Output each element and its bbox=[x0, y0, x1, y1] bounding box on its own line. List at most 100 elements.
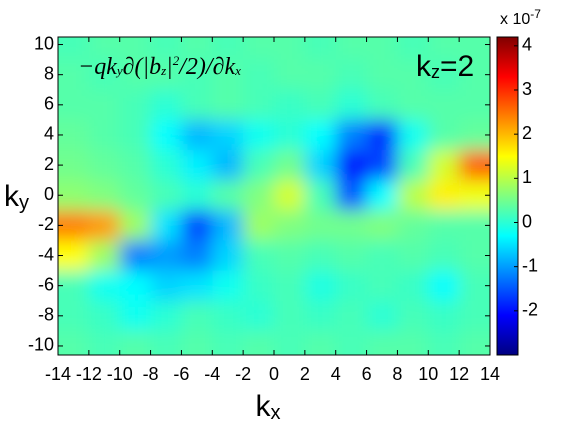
heatmap-cell bbox=[304, 89, 337, 121]
heatmap-cell bbox=[397, 330, 429, 355]
y-tick-label: 0 bbox=[44, 184, 54, 204]
heatmap-cell bbox=[212, 300, 244, 332]
heatmap-cell bbox=[428, 270, 460, 302]
text-part: ∂(|b bbox=[123, 54, 161, 80]
heatmap-cell bbox=[243, 330, 275, 355]
colorbar-tick-label: -2 bbox=[522, 300, 538, 320]
heatmap-cell bbox=[212, 330, 244, 355]
heatmap-cell bbox=[243, 119, 275, 151]
y-tick-label: 2 bbox=[44, 154, 54, 174]
heatmap-cell bbox=[459, 119, 490, 151]
heatmap-cell bbox=[58, 37, 90, 61]
heatmap-cell bbox=[366, 240, 398, 272]
heatmap-cell bbox=[304, 180, 337, 211]
heatmap-cell bbox=[119, 300, 152, 332]
heatmap-cell bbox=[366, 330, 398, 355]
heatmap-cell bbox=[428, 119, 460, 151]
heatmap-cell bbox=[274, 37, 306, 61]
heatmap-cell bbox=[366, 37, 398, 61]
y-tick-label: 6 bbox=[44, 94, 54, 114]
colorbar-tick-label: 4 bbox=[522, 35, 532, 55]
y-tick-label: -10 bbox=[28, 335, 54, 355]
heatmap-cell bbox=[119, 210, 152, 241]
text-part: z bbox=[160, 63, 166, 78]
heatmap-cell bbox=[428, 89, 460, 121]
heatmap-cell bbox=[304, 270, 337, 302]
heatmap-cell bbox=[366, 300, 398, 332]
heatmap-cell bbox=[397, 59, 429, 91]
heatmap-cell bbox=[58, 300, 90, 332]
y-tick-label: 10 bbox=[34, 33, 54, 53]
heatmap-cell bbox=[58, 150, 90, 181]
colorbar-tick-label: 3 bbox=[522, 79, 532, 99]
y-tick-label: 8 bbox=[44, 63, 54, 83]
heatmap-cell bbox=[366, 119, 398, 151]
heatmap-cell bbox=[335, 210, 368, 241]
heatmap-cell bbox=[428, 37, 460, 61]
heatmap-cell bbox=[119, 37, 152, 61]
heatmap-cell bbox=[397, 180, 429, 211]
x-tick-label: 10 bbox=[418, 364, 438, 384]
heatmap-cell bbox=[150, 330, 182, 355]
heatmap-cell bbox=[428, 150, 460, 181]
heatmap-cell bbox=[274, 270, 306, 302]
heatmap-cell bbox=[459, 330, 490, 355]
text-part: k bbox=[256, 390, 272, 423]
heatmap bbox=[58, 37, 490, 355]
heatmap-cell bbox=[181, 270, 213, 302]
y-tick-label: 4 bbox=[44, 124, 54, 144]
heatmap-cell bbox=[212, 150, 244, 181]
heatmap-cell bbox=[181, 89, 213, 121]
heatmap-cell bbox=[397, 150, 429, 181]
heatmap-cell bbox=[335, 300, 368, 332]
heatmap-cell bbox=[243, 150, 275, 181]
text-part: k bbox=[4, 180, 20, 213]
heatmap-cell bbox=[243, 37, 275, 61]
heatmap-cell bbox=[119, 89, 152, 121]
x-tick-label: -2 bbox=[235, 364, 251, 384]
colorbar-label: x 10-7 bbox=[500, 7, 541, 28]
heatmap-cell bbox=[150, 270, 182, 302]
colorbar-tick-label: 1 bbox=[522, 167, 532, 187]
heatmap-cell bbox=[397, 300, 429, 332]
heatmap-cell bbox=[181, 240, 213, 272]
heatmap-cell bbox=[366, 89, 398, 121]
heatmap-cell bbox=[181, 300, 213, 332]
heatmap-cell bbox=[304, 210, 337, 241]
x-tick-label: -12 bbox=[76, 364, 102, 384]
y-tick-label: -2 bbox=[38, 214, 54, 234]
heatmap-cell bbox=[212, 270, 244, 302]
heatmap-cell bbox=[428, 330, 460, 355]
text-part: | bbox=[166, 54, 173, 80]
heatmap-cell bbox=[459, 89, 490, 121]
heatmap-cell bbox=[58, 270, 90, 302]
heatmap-cell bbox=[274, 119, 306, 151]
heatmap-cell bbox=[88, 210, 121, 241]
heatmap-cell bbox=[335, 119, 368, 151]
heatmap-cell bbox=[150, 119, 182, 151]
heatmap-cell bbox=[58, 89, 90, 121]
heatmap-cell bbox=[459, 37, 490, 61]
heatmap-cell bbox=[304, 37, 337, 61]
heatmap-cell bbox=[212, 240, 244, 272]
heatmap-cell bbox=[212, 119, 244, 151]
heatmap-cell bbox=[366, 270, 398, 302]
heatmap-cell bbox=[397, 89, 429, 121]
heatmap-cell bbox=[459, 150, 490, 181]
colorbar-tick-label: -1 bbox=[522, 255, 538, 275]
heatmap-cell bbox=[304, 59, 337, 91]
x-tick-label: 12 bbox=[449, 364, 469, 384]
text-part: z bbox=[431, 62, 440, 82]
heatmap-cell bbox=[274, 59, 306, 91]
heatmap-cell bbox=[88, 180, 121, 211]
heatmap-cell bbox=[274, 150, 306, 181]
heatmap-cell bbox=[366, 180, 398, 211]
heatmap-cell bbox=[397, 210, 429, 241]
x-tick-label: 6 bbox=[362, 364, 372, 384]
heatmap-cell bbox=[243, 300, 275, 332]
heatmap-cell bbox=[88, 240, 121, 272]
text-part: k bbox=[416, 50, 432, 83]
colorbar bbox=[496, 36, 519, 356]
heatmap-cell bbox=[88, 59, 121, 91]
heatmap-cell bbox=[181, 210, 213, 241]
